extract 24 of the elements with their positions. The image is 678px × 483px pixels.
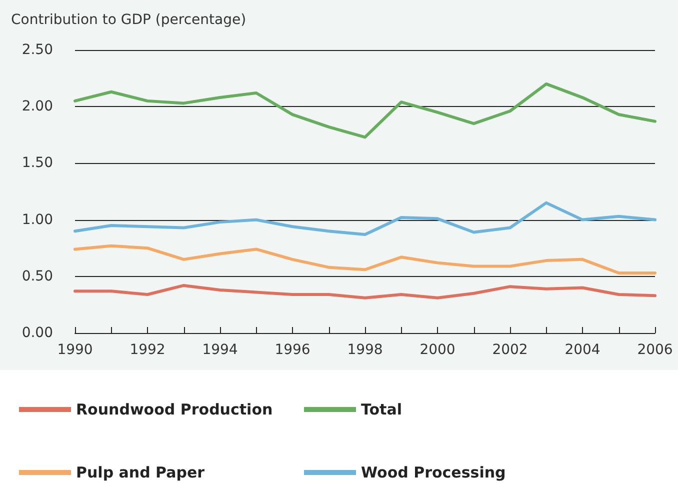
x-tick-label: 2004 <box>564 342 600 358</box>
y-tick-label: 0.00 <box>22 325 53 341</box>
x-tick-label: 1992 <box>130 342 166 358</box>
line-series <box>74 244 656 275</box>
legend-label: Roundwood Production <box>76 400 273 418</box>
line-series <box>74 201 656 236</box>
x-tick-label: 1998 <box>347 342 383 358</box>
y-tick-label: 2.50 <box>22 42 53 58</box>
x-tick-label: 2002 <box>492 342 528 358</box>
x-tick-label: 2006 <box>637 342 673 358</box>
y-tick-label: 1.00 <box>22 212 53 228</box>
legend-label: Wood Processing <box>361 464 506 482</box>
x-tick-label: 1994 <box>202 342 238 358</box>
y-tick-label: 1.50 <box>22 155 53 172</box>
y-tick-label: 2.00 <box>22 98 53 115</box>
x-tick-label: 1990 <box>57 342 93 358</box>
y-axis-title: Contribution to GDP (percentage) <box>11 12 246 28</box>
y-tick-label: 0.50 <box>22 268 53 284</box>
x-tick-label: 2000 <box>420 342 456 358</box>
line-series <box>74 82 656 139</box>
line-series <box>74 284 656 300</box>
x-tick-label: 1996 <box>274 342 310 358</box>
legend-label: Total <box>361 400 402 418</box>
legend-label: Pulp and Paper <box>76 464 206 482</box>
